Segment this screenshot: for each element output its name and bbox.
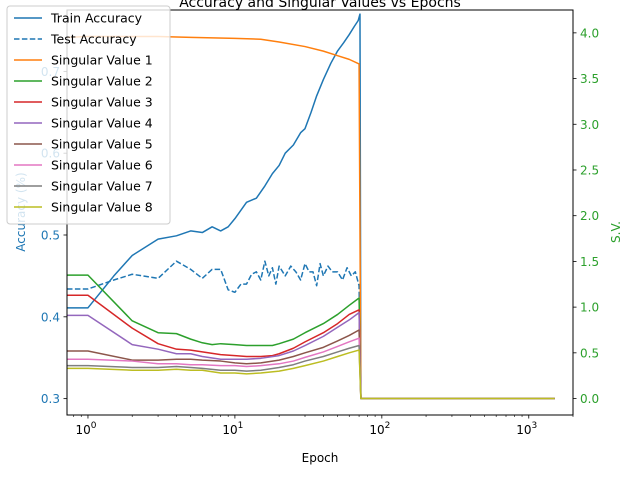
series-line-2 [67,260,555,400]
series-line-9 [67,344,555,400]
x-tick-label: 101 [222,421,243,437]
x-tick-label: 100 [75,421,96,437]
legend-box [6,5,171,225]
right-axis-label: S.V. [609,221,623,243]
left-y-tick-label: 0.3 [41,392,60,406]
right-y-tick-label: 1.0 [580,301,599,315]
x-tick-exponent: 3 [532,421,538,431]
x-tick-base: 10 [369,423,384,437]
right-axis-ticks: 0.0 0.5 1.0 1.5 2.0 2.5 3.0 3.5 4.0 [573,26,599,406]
x-tick-base: 10 [75,423,90,437]
right-y-tick-label: 1.5 [580,255,599,269]
series-line-7 [67,329,555,400]
legend-label: Test Accuracy [50,32,137,47]
left-y-tick-label: 0.4 [41,310,60,324]
x-tick-exponent: 2 [385,421,391,431]
series-line-1 [67,13,555,400]
right-y-tick-label: 2.5 [580,163,599,177]
x-tick-label: 102 [369,421,390,437]
right-y-tick-label: 2.0 [580,209,599,223]
series-line-10 [67,349,555,400]
x-tick-base: 10 [516,423,531,437]
right-y-tick-label: 4.0 [580,26,599,40]
chart-title: Accuracy and Singular Values vs Epochs [179,0,461,11]
right-y-tick-label: 0.0 [580,392,599,406]
legend-label: Train Accuracy [50,11,143,26]
series-line-4 [67,274,555,400]
legend-label: Singular Value 8 [51,200,153,215]
legend-label: Singular Value 5 [51,137,153,152]
x-tick-base: 10 [222,423,237,437]
right-y-tick-label: 3.5 [580,72,599,86]
right-y-tick-label: 3.0 [580,118,599,132]
series-line-8 [67,337,555,400]
left-y-tick-label: 0.5 [41,229,60,243]
right-y-tick-label: 0.5 [580,346,599,360]
series-group [67,13,555,400]
x-tick-exponent: 0 [91,421,97,431]
legend-label: Singular Value 7 [51,179,153,194]
legend: Train Accuracy Test Accuracy Singular Valu… [6,5,171,225]
legend-label: Singular Value 3 [51,95,153,110]
x-tick-label: 103 [516,421,537,437]
series-line-5 [67,294,555,400]
legend-label: Singular Value 1 [51,53,153,68]
legend-label: Singular Value 6 [51,158,153,173]
legend-label: Singular Value 4 [51,116,153,131]
x-tick-exponent: 1 [238,421,244,431]
series-line-6 [67,311,555,400]
legend-label: Singular Value 2 [51,74,153,89]
x-axis-label: Epoch [302,451,339,465]
